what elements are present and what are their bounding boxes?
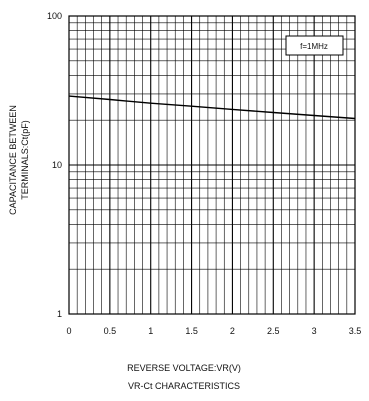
x-tick-label: 0 — [66, 326, 71, 336]
annotation-box — [285, 35, 344, 56]
x-tick-label: 3.5 — [349, 326, 362, 336]
plot-frame — [68, 15, 356, 315]
y-tick-label: 1 — [57, 309, 62, 319]
y-axis-label-line1: CAPACITANCE BETWEEN — [8, 105, 18, 215]
x-tick-labels: 0 0.5 1 1.5 2 2.5 3 3.5 — [66, 326, 361, 336]
y-tick-label: 100 — [47, 11, 62, 21]
x-tick-label: 2.5 — [267, 326, 280, 336]
x-axis-label: REVERSE VOLTAGE:VR(V) — [127, 363, 241, 373]
x-tick-label: 2 — [230, 326, 235, 336]
chart-caption: VR-Ct CHARACTERISTICS — [128, 381, 240, 391]
capacitance-curve — [68, 95, 356, 120]
y-tick-label: 10 — [52, 160, 62, 170]
x-tick-label: 1.5 — [185, 326, 198, 336]
x-tick-label: 0.5 — [104, 326, 117, 336]
x-tick-label: 1 — [148, 326, 153, 336]
chart-grid — [69, 16, 355, 314]
y-tick-labels: 1 10 100 — [47, 11, 62, 319]
y-axis-label-line2: TERMINALS:Ct(pF) — [20, 120, 30, 200]
frequency-annotation: f=1MHz — [300, 42, 328, 51]
x-tick-label: 3 — [312, 326, 317, 336]
